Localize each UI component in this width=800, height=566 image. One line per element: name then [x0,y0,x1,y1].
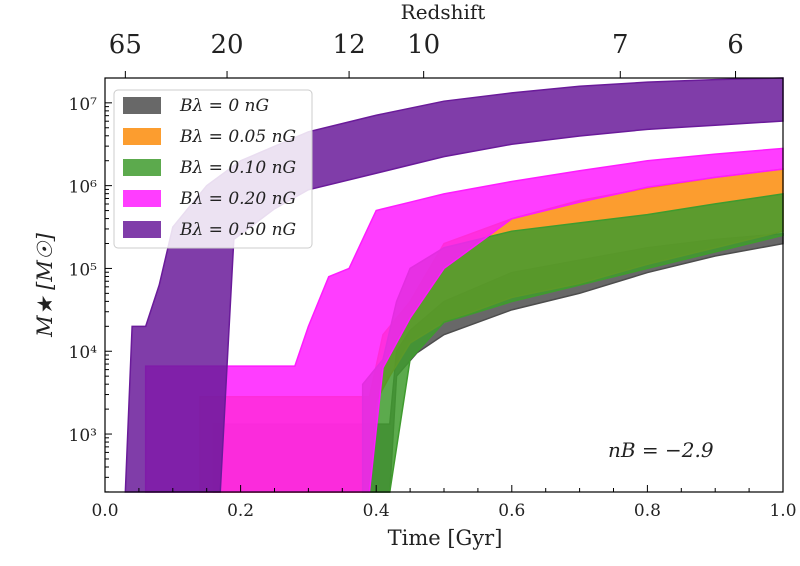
x-tick-label-1: 0.2 [227,501,254,521]
x-axis: 0.0 0.2 0.4 0.6 0.8 1.0 [91,485,797,521]
y-tick-label-1: 10⁴ [69,343,98,363]
band-series-3 [144,147,784,493]
legend: Bλ = 0 nG Bλ = 0.05 nG Bλ = 0.10 nG Bλ = 0.… [113,89,313,249]
legend-swatch-4 [123,221,161,238]
legend-swatch-1 [123,128,161,145]
top-tick-label-2: 12 [333,30,366,60]
x-tick-label-0: 0.0 [91,501,118,521]
legend-label-4: Bλ = 0.50 nG [179,220,296,240]
legend-label-2: Bλ = 0.10 nG [179,158,296,178]
legend-box [113,89,313,249]
x-tick-label-5: 1.0 [769,501,796,521]
top-redshift-axis: 65 20 12 10 7 6 [109,30,744,78]
legend-label-1: Bλ = 0.05 nG [179,127,296,147]
legend-swatch-3 [123,190,161,207]
y-tick-label-3: 10⁶ [69,178,98,198]
legend-label-3: Bλ = 0.20 nG [179,189,296,209]
x-tick-label-4: 0.8 [634,501,661,521]
x-tick-label-2: 0.4 [363,501,390,521]
y-tick-label-2: 10⁵ [69,260,98,280]
nb-annotation: nB = −2.9 [608,438,714,462]
y-tick-label-0: 10³ [69,426,97,446]
legend-label-0: Bλ = 0 nG [179,96,269,116]
x-axis-title: Time [Gyr] [388,526,503,550]
top-axis-title: Redshift [401,0,486,24]
top-tick-label-1: 20 [210,30,243,60]
legend-swatch-0 [123,97,161,114]
top-tick-label-5: 6 [727,30,744,60]
legend-swatch-2 [123,159,161,176]
y-axis: 10³ 10⁴ 10⁵ 10⁶ 10⁷ [69,95,112,493]
y-tick-label-4: 10⁷ [69,95,98,115]
x-tick-label-3: 0.6 [498,501,525,521]
top-tick-label-4: 7 [612,30,629,60]
y-axis-title: M★ [M☉] [33,232,57,338]
top-tick-label-0: 65 [109,30,142,60]
top-tick-label-3: 10 [407,30,440,60]
